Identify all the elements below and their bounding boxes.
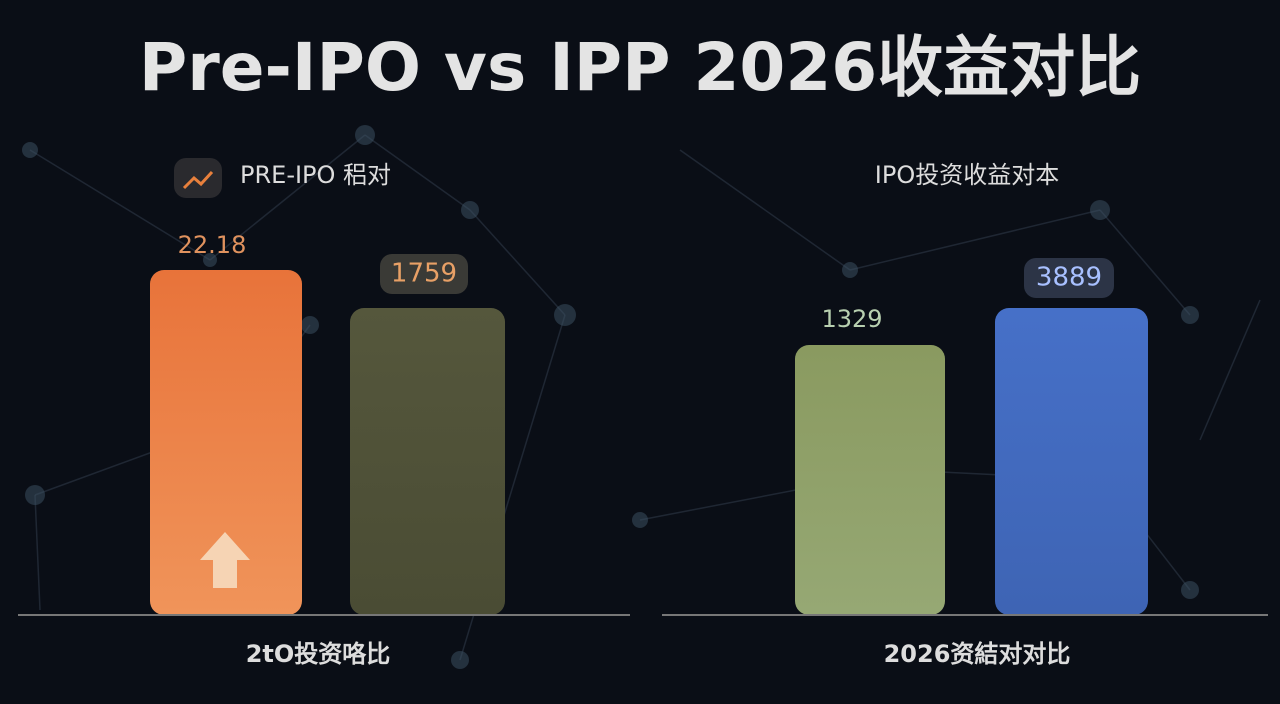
value-label: 1759 — [391, 259, 457, 289]
value-label: 3889 — [1036, 263, 1102, 293]
value-label: 22.18 — [178, 231, 247, 259]
bar — [150, 270, 302, 615]
bar — [995, 308, 1148, 615]
trend-icon — [182, 170, 214, 190]
trend-icon-box — [174, 158, 222, 198]
bar — [350, 308, 505, 615]
value-label: 1329 — [821, 305, 882, 333]
panel-title: IPO投资收益对本 — [875, 161, 1059, 189]
panel-caption: 2026资結对对比 — [884, 640, 1071, 668]
label-pill — [1024, 258, 1114, 298]
panel-caption: 2tO投资咯比 — [246, 640, 391, 668]
bar — [795, 345, 945, 615]
page-title: Pre-IPO vs IPP 2026收益对比 — [139, 29, 1141, 106]
up-arrow — [200, 532, 250, 588]
label-pill — [380, 254, 468, 294]
panel-title: PRE-IPO 稆对 — [240, 161, 391, 189]
